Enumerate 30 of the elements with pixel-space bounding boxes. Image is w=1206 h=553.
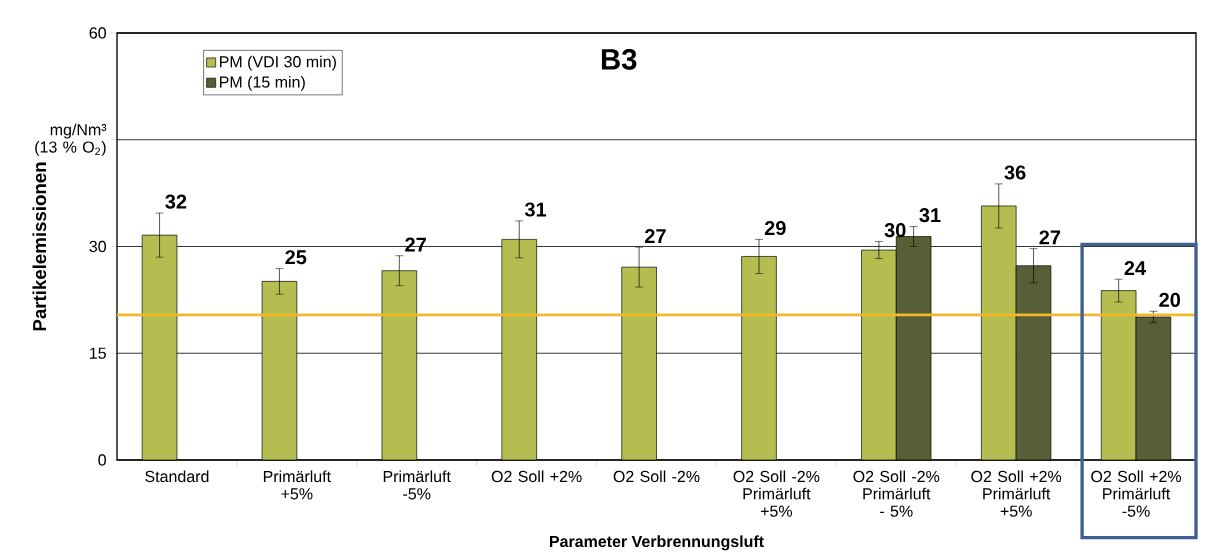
x-tick-label: O2 Soll +2% Primärluft -5% bbox=[1091, 470, 1182, 517]
x-tick-label: Primärluft +5% bbox=[263, 470, 331, 500]
data-label: 30 bbox=[884, 223, 906, 238]
data-label: 36 bbox=[1004, 165, 1026, 180]
data-label: 24 bbox=[1124, 261, 1146, 275]
data-label: 29 bbox=[764, 220, 786, 236]
x-tick-label: Primärluft -5% bbox=[383, 470, 451, 500]
x-tick-label: O2 Soll +2% bbox=[491, 470, 582, 483]
y-tick-label: 0 bbox=[98, 454, 106, 466]
data-label: 27 bbox=[1039, 230, 1061, 245]
data-label: 20 bbox=[1159, 292, 1181, 307]
x-tick-label: Standard bbox=[145, 470, 209, 483]
y-tick-label: 15 bbox=[90, 347, 106, 359]
x-tick-label: O2 Soll -2% Primärluft - 5% bbox=[853, 470, 940, 517]
legend-label: PM (VDI 30 min) bbox=[220, 55, 336, 71]
data-label: 31 bbox=[524, 202, 547, 217]
y-tick-label: mg/Nm³ (13 % O$_{2}$) bbox=[35, 123, 107, 156]
data-label: 32 bbox=[165, 194, 187, 209]
x-tick-label: O2 Soll -2% bbox=[613, 470, 700, 483]
x-tick-label: O2 Soll +2% Primärluft +5% bbox=[971, 470, 1062, 517]
y-tick-label: 60 bbox=[89, 27, 106, 39]
y-axis-title: Partikelemissionen bbox=[32, 162, 47, 331]
data-label: 31 bbox=[919, 208, 941, 223]
y-tick-label: 30 bbox=[89, 240, 106, 253]
x-tick-label: O2 Soll -2% Primärluft +5% bbox=[733, 470, 820, 517]
data-label: 25 bbox=[285, 250, 307, 265]
x-axis-title: Parameter Verbrennungsluft bbox=[549, 535, 764, 551]
data-label: 27 bbox=[645, 228, 666, 243]
legend-label: PM (15 min) bbox=[220, 75, 305, 91]
chart-title: B3 bbox=[601, 48, 637, 70]
